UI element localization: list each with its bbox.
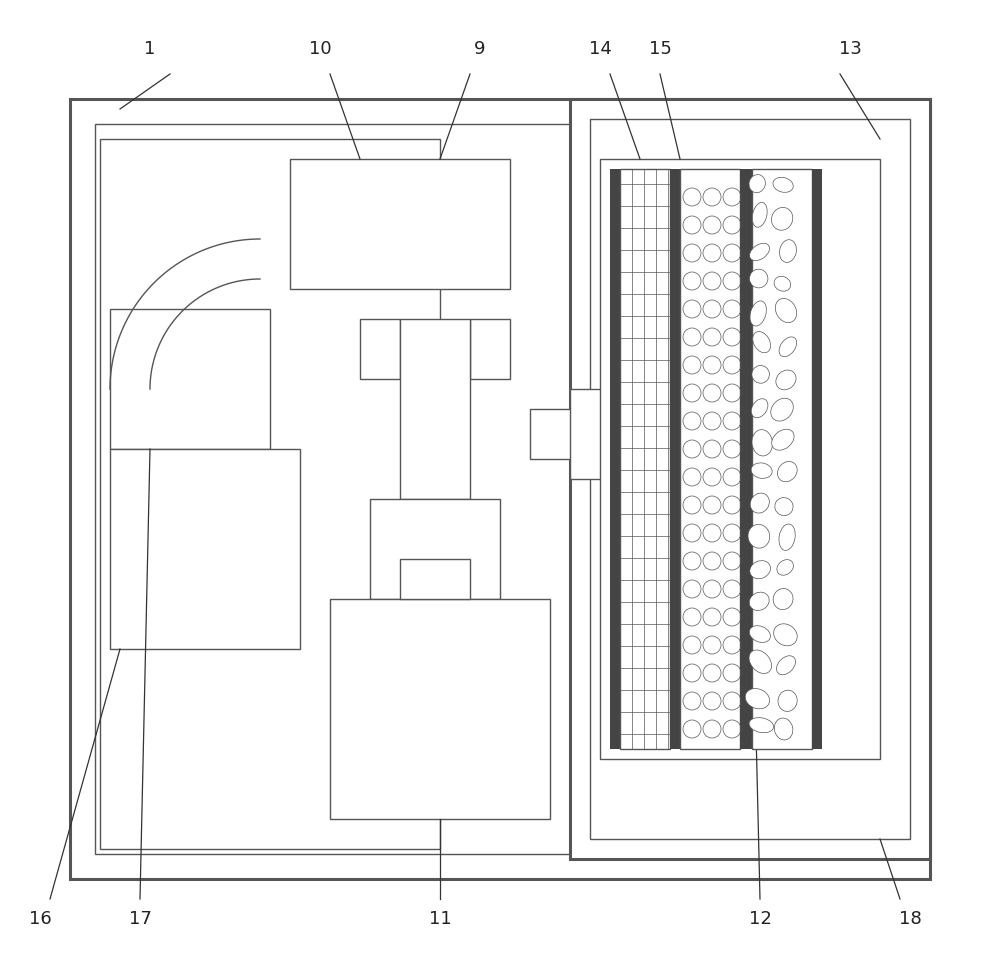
Ellipse shape bbox=[775, 498, 793, 516]
Bar bbox=[570, 389, 630, 479]
Ellipse shape bbox=[752, 365, 769, 384]
Bar bbox=[330, 599, 550, 819]
Ellipse shape bbox=[749, 269, 768, 288]
Ellipse shape bbox=[750, 561, 770, 578]
Text: 15: 15 bbox=[649, 40, 671, 58]
Ellipse shape bbox=[779, 524, 795, 550]
Text: 14: 14 bbox=[589, 40, 611, 58]
Text: 17: 17 bbox=[129, 910, 151, 928]
Bar bbox=[370, 499, 500, 599]
Ellipse shape bbox=[751, 463, 772, 479]
Ellipse shape bbox=[779, 337, 797, 357]
Text: 13: 13 bbox=[839, 40, 861, 58]
Ellipse shape bbox=[749, 650, 772, 673]
Ellipse shape bbox=[774, 276, 791, 292]
Ellipse shape bbox=[771, 398, 793, 421]
Bar bbox=[360, 319, 400, 379]
Ellipse shape bbox=[778, 690, 797, 712]
Ellipse shape bbox=[751, 399, 768, 418]
Ellipse shape bbox=[777, 461, 797, 481]
Ellipse shape bbox=[750, 301, 766, 326]
Bar bbox=[812, 169, 822, 749]
Bar bbox=[400, 559, 470, 599]
Text: 9: 9 bbox=[474, 40, 486, 58]
Text: 18: 18 bbox=[899, 910, 921, 928]
Bar bbox=[590, 119, 910, 839]
Bar bbox=[670, 169, 680, 749]
Ellipse shape bbox=[753, 332, 771, 353]
Bar bbox=[70, 99, 930, 879]
Ellipse shape bbox=[772, 207, 793, 230]
Text: 10: 10 bbox=[309, 40, 331, 58]
Ellipse shape bbox=[752, 202, 767, 227]
Text: 11: 11 bbox=[429, 910, 451, 928]
Ellipse shape bbox=[749, 175, 765, 193]
Bar bbox=[290, 159, 510, 289]
Ellipse shape bbox=[750, 493, 769, 513]
Ellipse shape bbox=[773, 177, 793, 193]
Ellipse shape bbox=[776, 370, 796, 389]
Ellipse shape bbox=[752, 430, 773, 456]
Ellipse shape bbox=[777, 560, 793, 575]
Ellipse shape bbox=[749, 717, 774, 733]
Ellipse shape bbox=[748, 525, 770, 549]
Text: 12: 12 bbox=[749, 910, 771, 928]
Ellipse shape bbox=[775, 298, 797, 322]
Text: 16: 16 bbox=[29, 910, 51, 928]
Bar bbox=[670, 169, 680, 749]
Bar bbox=[610, 169, 620, 749]
Ellipse shape bbox=[749, 592, 769, 611]
Ellipse shape bbox=[774, 623, 797, 645]
Bar bbox=[110, 449, 300, 649]
Ellipse shape bbox=[750, 244, 770, 261]
Ellipse shape bbox=[745, 689, 770, 709]
Ellipse shape bbox=[774, 718, 793, 740]
Bar bbox=[620, 169, 670, 749]
Ellipse shape bbox=[773, 589, 793, 610]
Ellipse shape bbox=[772, 430, 794, 450]
Bar bbox=[740, 169, 752, 749]
Bar bbox=[680, 169, 740, 749]
Bar bbox=[95, 124, 905, 854]
Bar bbox=[752, 169, 812, 749]
Bar bbox=[570, 99, 930, 859]
Text: 1: 1 bbox=[144, 40, 156, 58]
Ellipse shape bbox=[749, 625, 770, 643]
Bar bbox=[110, 309, 270, 449]
Ellipse shape bbox=[780, 240, 796, 263]
Ellipse shape bbox=[777, 656, 796, 675]
Bar bbox=[600, 159, 880, 759]
Bar bbox=[100, 139, 440, 849]
Bar bbox=[400, 319, 470, 499]
Bar bbox=[470, 319, 510, 379]
Bar bbox=[530, 409, 610, 459]
